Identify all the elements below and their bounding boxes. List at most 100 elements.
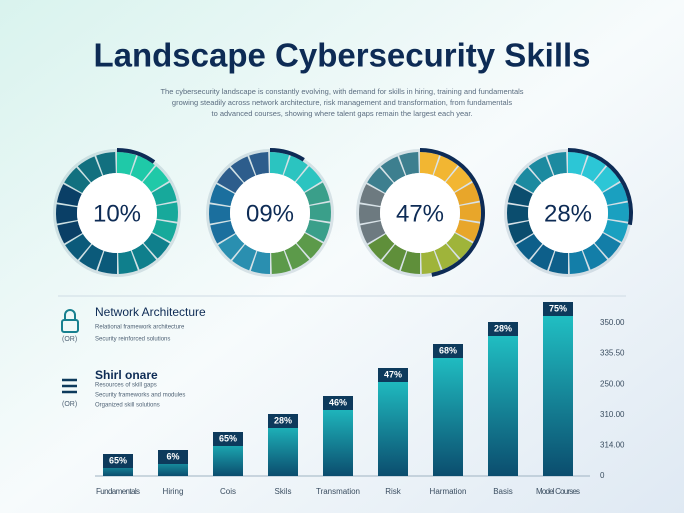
donut-segment: [434, 243, 460, 270]
donut-segment: [270, 152, 290, 176]
donut-segment: [97, 250, 117, 274]
axis-label: 310.00: [600, 410, 625, 419]
donut-segment: [65, 234, 92, 260]
donut-segment: [55, 204, 78, 224]
bar: [543, 304, 573, 476]
x-tick-label: Harmation: [430, 487, 467, 496]
bar-label: 68%: [439, 345, 457, 355]
donut-segment: [507, 184, 533, 207]
donut-segment: [400, 250, 420, 274]
donut-segment: [359, 184, 385, 207]
donut-segment: [421, 250, 441, 274]
donut-segment: [130, 155, 155, 182]
donut-segment: [56, 184, 82, 207]
donut-segment: [77, 156, 103, 183]
donut-segment: [64, 167, 91, 193]
donut-segment: [399, 152, 419, 176]
donut-label: 09%: [246, 200, 294, 227]
donut-segment: [459, 202, 481, 222]
donut-segment: [380, 156, 406, 183]
bar-label: 6%: [166, 451, 179, 461]
x-tick-label: Hiring: [163, 487, 184, 496]
donut-segment: [284, 243, 310, 270]
bar: [323, 398, 353, 476]
donut-center: [77, 173, 157, 253]
donut-segment: [156, 202, 178, 222]
subtitle-line: to advanced courses, showing where talen…: [212, 109, 473, 118]
donut-segment: [508, 221, 534, 244]
bar-label-box: [488, 322, 518, 336]
donut-segment: [232, 244, 257, 271]
title: Landscape Cybersecurity Skills: [93, 37, 590, 74]
bar: [433, 346, 463, 476]
donut-segment: [602, 182, 628, 205]
donut-segment: [151, 182, 177, 205]
donut-segment: [528, 156, 554, 183]
donut-label: 47%: [396, 200, 444, 227]
legend-title: Shirl onare: [95, 368, 158, 382]
axis-label: 335.50: [600, 349, 625, 358]
x-tick-label: Cois: [220, 487, 236, 496]
donut-segment: [548, 250, 568, 274]
donut-segment: [593, 166, 620, 192]
bar-label: 65%: [219, 433, 237, 443]
bar-label: 47%: [384, 369, 402, 379]
bar-label: 28%: [274, 415, 292, 425]
donut-segment: [209, 184, 235, 207]
donut-label: 10%: [93, 200, 141, 227]
donut-segment: [118, 250, 138, 274]
donut-segment: [304, 182, 330, 205]
donut-segment: [309, 202, 331, 222]
donut-segment: [382, 244, 407, 271]
donut-segment: [530, 244, 555, 271]
axis-label: 314.00: [600, 441, 625, 450]
bar-label-box: [103, 454, 133, 468]
donut-segment: [515, 167, 542, 193]
donut-segment: [271, 250, 291, 274]
axis-label: 0: [600, 471, 605, 480]
donut-value-arc: [117, 148, 156, 164]
donut-center: [528, 173, 608, 253]
bar-label: 65%: [109, 455, 127, 465]
legend-line: Security frameworks and modules: [95, 393, 185, 399]
donut-segment: [57, 221, 83, 244]
donut-segment: [455, 219, 481, 242]
donut-segment: [446, 233, 473, 259]
donut-value-arc: [270, 148, 305, 162]
donut-label: 28%: [544, 200, 592, 227]
donut-segment: [420, 152, 440, 176]
donut-segment: [283, 155, 308, 182]
bar-label-box: [268, 414, 298, 428]
donut-center: [380, 173, 460, 253]
x-tick-label: Model Courses: [536, 487, 580, 496]
donut-segment: [368, 234, 395, 260]
bar-label: 46%: [329, 397, 347, 407]
donut-segment: [445, 166, 472, 192]
donut-segment: [582, 243, 608, 270]
axis-label: 250.00: [600, 379, 625, 388]
donut-segment: [230, 156, 256, 183]
donut-segment: [359, 204, 381, 224]
donut-segment: [581, 155, 606, 182]
donut-segment: [152, 219, 178, 242]
lock-icon: [61, 309, 79, 333]
donut-segment: [218, 234, 245, 260]
donut-segment: [360, 221, 386, 244]
legend-line: Relational framework architecture: [95, 325, 185, 331]
donut-segment: [117, 152, 137, 176]
x-tick-label: Basis: [493, 487, 513, 496]
donut-segment: [305, 219, 331, 242]
x-tick-label: Fundamentals: [96, 487, 140, 496]
subtitle-line: The cybersecurity landscape is constantl…: [160, 87, 523, 96]
bar-label-box: [378, 368, 408, 382]
donut-segment: [143, 233, 170, 259]
donut-segment: [296, 233, 323, 259]
donut-segment: [607, 202, 629, 222]
donut-segment: [516, 234, 543, 260]
bar-label-box: [433, 344, 463, 358]
legend-line: Organized skill solutions: [95, 403, 160, 409]
subtitle-line: growing steadily across network architec…: [172, 98, 512, 107]
x-tick-label: Transmation: [316, 487, 360, 496]
donut-segment: [568, 152, 588, 176]
bar-label: 75%: [549, 303, 567, 313]
